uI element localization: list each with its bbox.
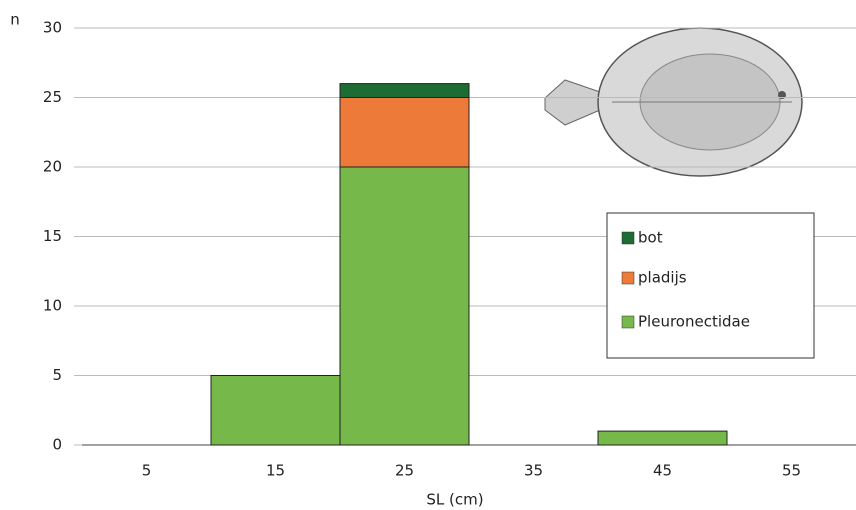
x-axis-label: SL (cm) xyxy=(426,491,483,509)
y-tick-label: 25 xyxy=(43,88,62,106)
y-axis-label: n xyxy=(10,11,20,29)
x-tick-label: 45 xyxy=(653,462,672,480)
bar-segment xyxy=(211,376,340,446)
y-tick-label: 20 xyxy=(43,158,62,176)
x-tick-label: 35 xyxy=(524,462,543,480)
y-tick-label: 0 xyxy=(52,436,62,454)
legend-swatch xyxy=(622,272,634,284)
bar-segment xyxy=(340,84,469,98)
x-tick-label: 5 xyxy=(142,462,152,480)
legend: Pleuronectidae pladijs bot xyxy=(607,213,814,358)
legend-swatch xyxy=(622,232,634,244)
legend-label: bot xyxy=(638,229,663,247)
bar-segment xyxy=(598,431,727,445)
legend-label: Pleuronectidae xyxy=(638,313,750,331)
bar-segment xyxy=(340,98,469,168)
fish-illustration xyxy=(545,28,802,176)
y-tick-label: 10 xyxy=(43,297,62,315)
y-tick-label: 15 xyxy=(43,227,62,245)
x-tick-label: 25 xyxy=(395,462,414,480)
x-tick-label: 15 xyxy=(266,462,285,480)
legend-swatch xyxy=(622,316,634,328)
bar-segment xyxy=(340,167,469,445)
y-tick-label: 5 xyxy=(52,366,62,384)
chart: n SL (cm) 0 5 10 15 20 25 30 5 15 25 35 45 55 Pleuro… xyxy=(0,0,856,510)
y-tick-label: 30 xyxy=(43,19,62,37)
x-tick-label: 55 xyxy=(782,462,801,480)
legend-label: pladijs xyxy=(638,269,687,287)
